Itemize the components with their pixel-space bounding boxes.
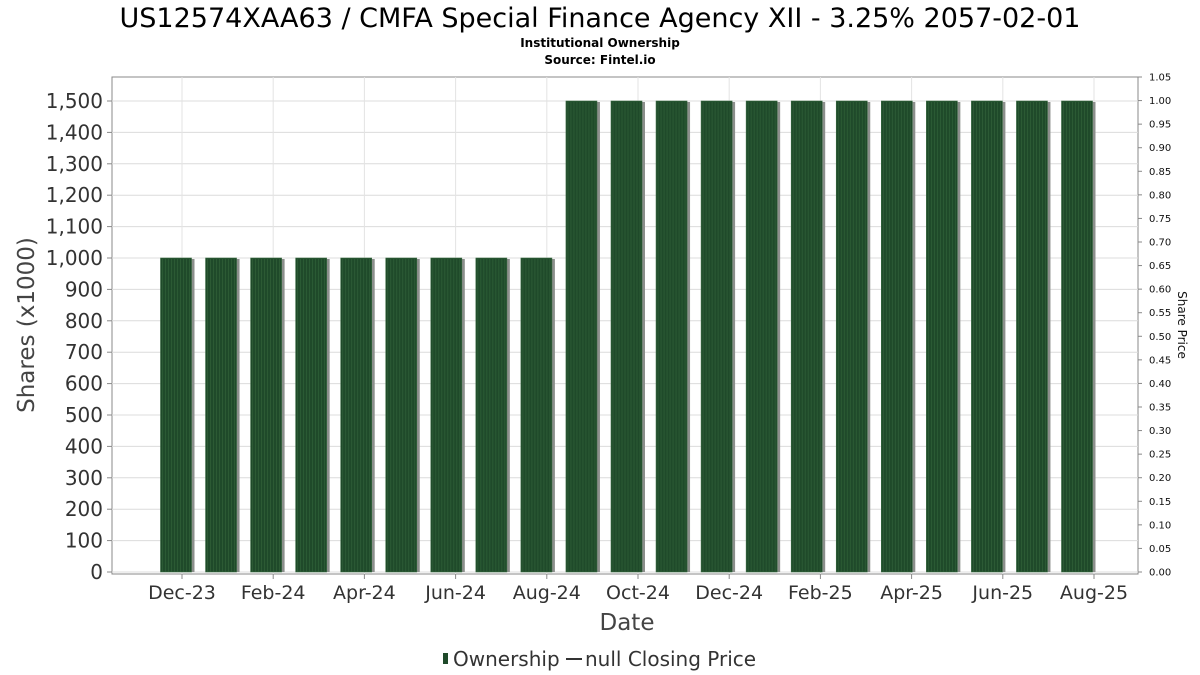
y2-tick-label: 0.30: [1149, 426, 1171, 437]
chart-title: US12574XAA63 / CMFA Special Finance Agen…: [120, 3, 1081, 34]
chart-subtitle: Institutional Ownership: [520, 36, 680, 50]
y2-tick-label: 0.20: [1149, 473, 1171, 484]
y2-tick-label: 0.85: [1149, 167, 1171, 178]
x-tick-label: Feb-25: [788, 582, 853, 604]
x-tick-label: Apr-24: [333, 582, 396, 604]
x-axis: Dec-23 Feb-24 Apr-24 Jun-24 Aug-24 Oct-24 Dec-…: [148, 574, 1128, 604]
y2-tick-label: 0.05: [1149, 544, 1171, 555]
y-tick-label: 100: [65, 529, 103, 553]
y2-tick-label: 0.00: [1149, 568, 1171, 579]
y2-tick-label: 0.50: [1149, 332, 1171, 343]
y-axis-label: Shares (x1000): [14, 237, 40, 413]
y-tick-label: 1,100: [46, 215, 103, 239]
y2-tick-label: 0.55: [1149, 308, 1171, 319]
y-axis-left: 0 100 200 300 400 500 600 700 800 900 1,000 1,100 1,…: [46, 89, 112, 584]
x-axis-label: Date: [600, 610, 655, 636]
y2-tick-label: 0.80: [1149, 190, 1171, 201]
y-axis-right: 0.00 0.05 0.10 0.15 0.20 0.25 0.30 0.35 0.40 0.45…: [1138, 73, 1171, 579]
y-tick-label: 0: [90, 560, 103, 584]
y2-tick-label: 0.45: [1149, 355, 1171, 366]
x-tick-label: Dec-24: [695, 582, 763, 604]
y2-tick-label: 0.35: [1149, 403, 1171, 414]
x-tick-label: Jun-24: [424, 582, 486, 604]
x-tick-label: Feb-24: [241, 582, 306, 604]
y-tick-label: 500: [65, 403, 103, 427]
y2-tick-label: 1.00: [1149, 96, 1171, 107]
y-tick-label: 1,300: [46, 152, 103, 176]
y2-tick-label: 0.40: [1149, 379, 1171, 390]
y-tick-label: 400: [65, 434, 103, 458]
y-tick-label: 600: [65, 372, 103, 396]
legend-ownership-label: Ownership: [453, 647, 560, 671]
y2-tick-label: 0.65: [1149, 261, 1171, 272]
y-tick-label: 900: [65, 277, 103, 301]
y-tick-label: 1,500: [46, 89, 103, 113]
x-tick-label: Apr-25: [880, 582, 943, 604]
y-tick-label: 1,000: [46, 246, 103, 270]
y2-tick-label: 0.75: [1149, 214, 1171, 225]
bar-series-ownership: [160, 100, 1096, 573]
y2-axis-label: Share Price: [1175, 291, 1189, 359]
chart-source: Source: Fintel.io: [544, 53, 655, 67]
legend-ownership-swatch: [443, 653, 448, 664]
y2-tick-label: 0.10: [1149, 520, 1171, 531]
legend: Ownership null Closing Price: [443, 647, 756, 671]
x-tick-label: Aug-25: [1060, 582, 1128, 604]
y2-tick-label: 0.25: [1149, 450, 1171, 461]
y2-tick-label: 0.95: [1149, 120, 1171, 131]
x-tick-label: Dec-23: [148, 582, 216, 604]
y-tick-label: 300: [65, 466, 103, 490]
x-tick-label: Jun-25: [971, 582, 1033, 604]
y-tick-label: 200: [65, 497, 103, 521]
y-tick-label: 1,400: [46, 120, 103, 144]
y2-tick-label: 1.05: [1149, 73, 1171, 84]
y2-tick-label: 0.90: [1149, 143, 1171, 154]
y-tick-label: 700: [65, 340, 103, 364]
x-tick-label: Oct-24: [606, 582, 670, 604]
legend-closing-price-label: null Closing Price: [585, 647, 756, 671]
y-tick-label: 1,200: [46, 183, 103, 207]
y-tick-label: 800: [65, 309, 103, 333]
x-tick-label: Aug-24: [513, 582, 581, 604]
y2-tick-label: 0.70: [1149, 238, 1171, 249]
y2-tick-label: 0.60: [1149, 285, 1171, 296]
y2-tick-label: 0.15: [1149, 497, 1171, 508]
